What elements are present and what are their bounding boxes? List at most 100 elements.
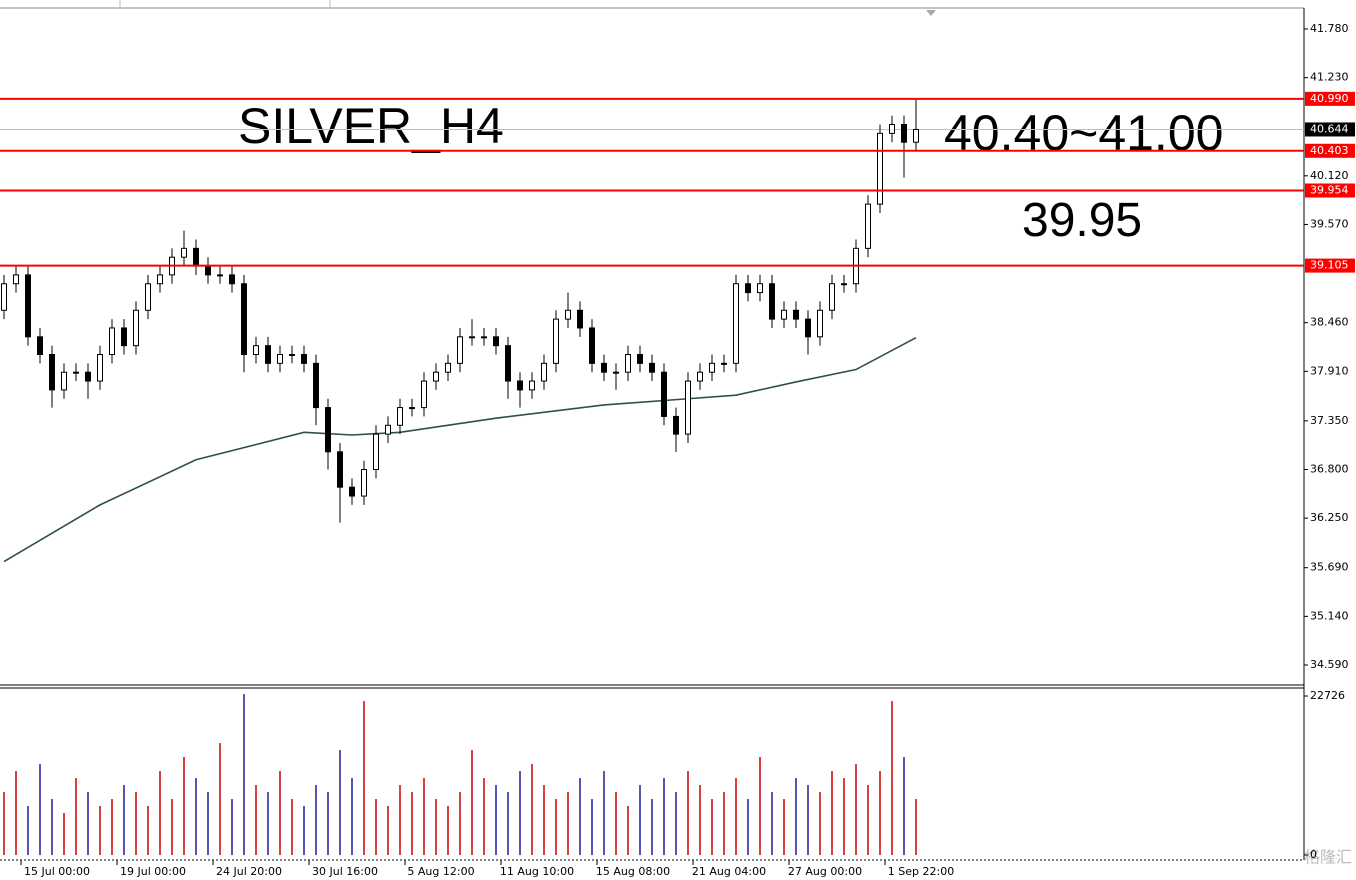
y-tick-label: 38.460 (1310, 316, 1349, 329)
candle-body (493, 336, 499, 347)
candle-body (277, 354, 283, 364)
candle-body (673, 415, 679, 435)
x-tick-label: 11 Aug 10:00 (500, 865, 574, 878)
candle-body (721, 362, 727, 365)
candle-body (409, 407, 415, 410)
candle-body (373, 433, 379, 471)
candle-body (625, 354, 631, 373)
candle-body (577, 309, 583, 329)
x-tick-label: 1 Sep 22:00 (888, 865, 954, 878)
annotation: 40.40~41.00 (944, 105, 1223, 161)
candle-body (13, 274, 19, 285)
candle-body (817, 309, 823, 338)
candle-body (97, 354, 103, 382)
candle-body (433, 371, 439, 382)
candle-body (385, 424, 391, 435)
candle-body (517, 380, 523, 391)
candle-body (637, 354, 643, 364)
x-tick-label: 21 Aug 04:00 (692, 865, 766, 878)
candle-body (397, 407, 403, 426)
candle-body (529, 380, 535, 391)
candle-body (337, 451, 343, 488)
y-tick-label: 37.910 (1310, 364, 1349, 377)
candle-body (769, 283, 775, 320)
candle-body (793, 309, 799, 320)
candle-body (361, 469, 367, 497)
candle-body (253, 345, 259, 356)
level-tag (1305, 91, 1355, 106)
candle-body (109, 327, 115, 356)
chart-title: SILVER_H4 (238, 98, 504, 154)
y-tick-label: 41.230 (1310, 71, 1349, 84)
candle-body (229, 274, 235, 285)
candle-body (697, 371, 703, 382)
candle-body (217, 274, 223, 277)
candle-body (313, 362, 319, 409)
candle-body (241, 283, 247, 356)
candle-body (445, 362, 451, 373)
level-label: 39.105 (1310, 259, 1349, 272)
candle-body (1, 283, 7, 311)
candle-body (601, 362, 607, 373)
candle-body (481, 336, 487, 339)
y-tick-label: 35.690 (1310, 561, 1349, 574)
candle-body (889, 124, 895, 134)
candle-body (901, 124, 907, 143)
y-tick-label: 36.800 (1310, 463, 1349, 476)
candle-body (133, 309, 139, 347)
candle-body (829, 283, 835, 311)
level-tag (1305, 183, 1355, 198)
v-tick-label: 0 (1310, 848, 1317, 861)
shift-marker (926, 10, 936, 16)
x-tick-label: 15 Aug 08:00 (596, 865, 670, 878)
moving-average (3, 336, 917, 563)
level-label: 40.990 (1310, 92, 1349, 105)
v-tick-label: 22726 (1310, 689, 1345, 702)
y-tick-label: 40.120 (1310, 169, 1349, 182)
candle-body (877, 132, 883, 205)
candle-body (709, 362, 715, 373)
x-tick-label: 5 Aug 12:00 (407, 865, 474, 878)
candle-body (37, 336, 43, 356)
candle-body (745, 283, 751, 294)
candle-body (193, 247, 199, 267)
candle-body (181, 247, 187, 258)
y-tick-label: 36.250 (1310, 511, 1349, 524)
candle-body (841, 283, 847, 286)
watermark: 格隆汇 (1304, 848, 1352, 867)
candle-body (553, 318, 559, 364)
y-tick-label: 37.350 (1310, 414, 1349, 427)
candle-body (649, 362, 655, 373)
annotation: 39.95 (1022, 194, 1142, 247)
x-tick-label: 24 Jul 20:00 (216, 865, 282, 878)
price-label: 40.644 (1310, 122, 1349, 135)
y-tick-label: 35.140 (1310, 609, 1349, 622)
y-tick-label: 41.780 (1310, 22, 1349, 35)
candle-body (733, 283, 739, 364)
candle-body (541, 362, 547, 382)
candle-body (805, 318, 811, 338)
level-tag (1305, 143, 1355, 158)
level-tag (1305, 258, 1355, 273)
x-tick-label: 19 Jul 00:00 (120, 865, 186, 878)
candle-body (49, 354, 55, 391)
candle-body (661, 371, 667, 417)
candle-body (589, 327, 595, 364)
level-label: 39.954 (1310, 183, 1349, 196)
candle-body (469, 336, 475, 339)
candle-body (157, 274, 163, 285)
candle-body (781, 309, 787, 320)
candle-body (325, 407, 331, 453)
candle-body (421, 380, 427, 409)
candle-body (505, 345, 511, 382)
candle-body (25, 274, 31, 338)
candle-body (457, 336, 463, 364)
candle-body (613, 371, 619, 374)
candle-body (85, 371, 91, 382)
x-tick-label: 30 Jul 16:00 (312, 865, 378, 878)
x-tick-label: 27 Aug 00:00 (788, 865, 862, 878)
candle-body (301, 354, 307, 364)
candle-body (265, 345, 271, 364)
